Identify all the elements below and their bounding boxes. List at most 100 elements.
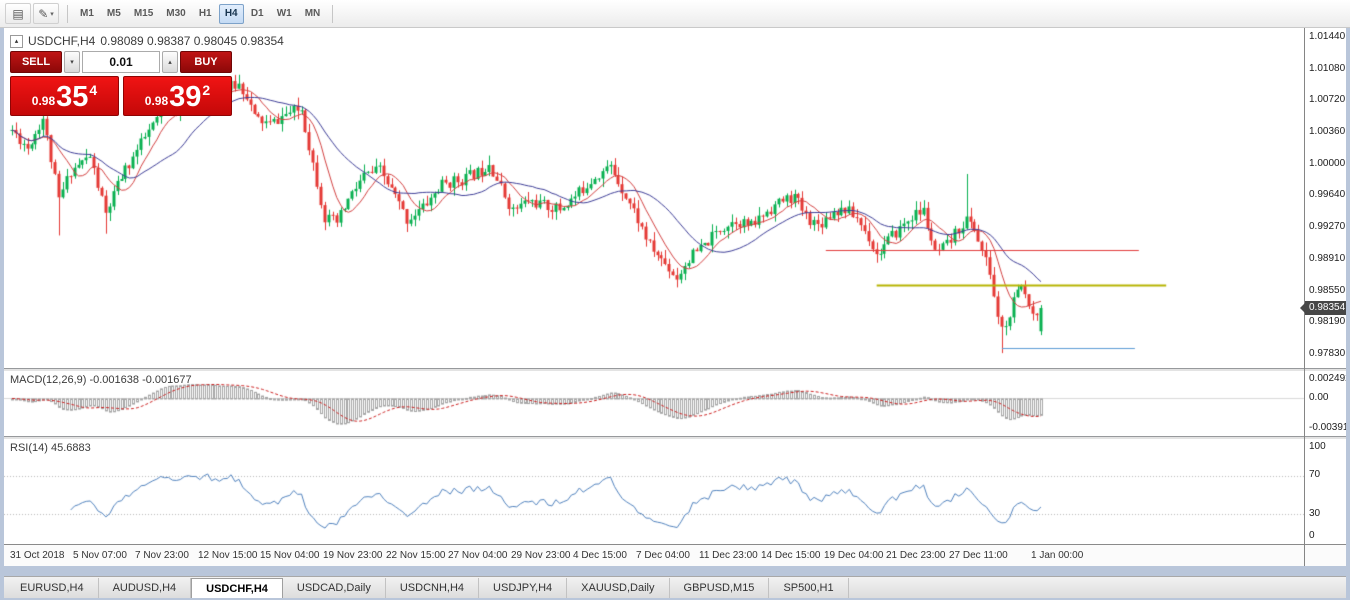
time-axis-label: 7 Dec 04:00 [636,550,690,561]
symbol-tab[interactable]: USDCAD,Daily [283,578,386,598]
price-scale-label: 1.00720 [1309,94,1346,106]
timeframe-label: M30 [166,8,186,19]
timeframe-button[interactable]: H4 [218,3,244,24]
lot-size-input[interactable]: 0.01 [82,51,160,73]
timeframe-button[interactable]: M5 [101,4,127,24]
time-axis-label: 22 Nov 15:00 [386,550,446,561]
time-axis-label: 29 Nov 23:00 [511,550,571,561]
timeframe-button[interactable]: MN [299,4,327,24]
price-scale-label: 0.97830 [1309,347,1346,359]
ask-big-digits: 39 [169,81,202,113]
bid-big-digits: 35 [56,81,89,113]
time-axis-labels: 31 Oct 2018 5 Nov 07:00 7 Nov 23:00 12 N… [4,545,1304,567]
timeframe-label: H4 [224,8,238,19]
macd-scale-label: 0.002492 [1309,373,1346,384]
time-axis-label: 19 Nov 23:00 [323,550,383,561]
timeframe-label: M15 [133,8,154,19]
rsi-scale-label: 100 [1309,441,1326,452]
symbol-tab-label: SP500,H1 [783,582,834,594]
price-scale-label: 1.00000 [1309,157,1346,169]
bid-pip-digit: 4 [89,82,98,98]
collapse-arrow-icon: ▴ [14,37,19,45]
buy-button[interactable]: BUY [180,51,232,73]
timeframe-button[interactable]: M30 [160,4,191,24]
timeframe-button[interactable]: D1 [245,4,270,24]
sell-price-display[interactable]: 0.98 35 4 [10,76,119,116]
rsi-scale[interactable]: 100 70 30 0 [1304,439,1346,544]
price-scale-label: 1.01440 [1309,31,1346,42]
symbol-tab[interactable]: EURUSD,H4 [6,578,99,598]
ask-prefix: 0.98 [144,94,169,108]
symbol-tab[interactable]: USDCHF,H4 [191,578,283,598]
timeframe-label: M5 [106,8,121,19]
timeframe-button[interactable]: M1 [74,4,100,24]
buy-price-display[interactable]: 0.98 39 2 [123,76,232,116]
chevron-up-icon: ▴ [168,59,172,66]
symbol-tab-label: AUDUSD,H4 [112,582,177,594]
time-axis-label: 15 Nov 04:00 [260,550,320,561]
drawing-tools-button[interactable]: ✎ ▾ [33,3,59,24]
timeframe-button[interactable]: M15 [128,4,159,24]
timeframe-label: D1 [250,8,264,19]
symbol-tab[interactable]: XAUUSD,Daily [567,578,670,598]
current-price-tag: 0.98354 [1300,301,1346,315]
macd-scale-label: 0.00 [1309,392,1329,403]
price-scale-label: 0.99270 [1309,221,1346,233]
rsi-canvas[interactable] [4,439,1304,544]
symbol-tab[interactable]: AUDUSD,H4 [99,578,192,598]
price-scale-label: 1.01080 [1309,62,1346,74]
rsi-scale-label: 30 [1309,508,1321,519]
time-axis-label: 11 Dec 23:00 [699,550,758,561]
time-axis-label: 27 Dec 11:00 [949,550,1008,561]
time-axis-label: 5 Nov 07:00 [73,550,127,561]
rsi-label: RSI(14) 45.6883 [10,442,91,454]
macd-scale[interactable]: 0.002492 0.00 -0.003913 [1304,371,1346,436]
chart-area: ▴ USDCHF,H4 0.98089 0.98387 0.98045 0.98… [4,28,1346,566]
lot-increase-button[interactable]: ▴ [162,51,178,73]
trade-prices-row: 0.98 35 4 0.98 39 2 [10,76,232,116]
timeframe-label: H1 [198,8,212,19]
trade-controls-row: SELL ▾ 0.01 ▴ BUY [10,51,232,73]
timeframe-button[interactable]: H1 [193,4,218,24]
toolbar-separator [67,4,68,23]
chart-window-button[interactable]: ▤ [5,3,31,24]
chart-window-icon: ▤ [12,6,24,21]
panel-divider[interactable] [4,436,1346,439]
rsi-scale-label: 0 [1309,530,1315,541]
price-panel: ▴ USDCHF,H4 0.98089 0.98387 0.98045 0.98… [4,28,1346,368]
time-axis-label: 31 Oct 2018 [10,550,65,561]
timeframe-label: MN [304,8,321,19]
timeframe-group: M1 M5 M15 M30 H1 H4 [74,3,327,24]
ask-pip-digit: 2 [202,82,211,98]
macd-scale-label: -0.003913 [1309,422,1346,433]
symbol-tab[interactable]: USDCNH,H4 [386,578,480,598]
timeframe-button[interactable]: W1 [271,4,298,24]
macd-panel: MACD(12,26,9) -0.001638 -0.001677 0.0024… [4,371,1346,436]
sell-button[interactable]: SELL [10,51,62,73]
price-scale-label: 0.98190 [1309,316,1346,328]
symbol-tab[interactable]: USDJPY,H4 [479,578,568,598]
symbol-tab-label: USDCAD,Daily [296,582,371,594]
price-scale-label: 1.00360 [1309,126,1346,138]
time-axis-label: 19 Dec 04:00 [824,550,884,561]
symbol-tab[interactable]: SP500,H1 [769,578,849,598]
lot-decrease-button[interactable]: ▾ [64,51,80,73]
symbol-tab[interactable]: GBPUSD,M15 [670,578,770,598]
macd-canvas[interactable] [4,371,1304,436]
chart-title-row: ▴ USDCHF,H4 0.98089 0.98387 0.98045 0.98… [10,34,284,48]
time-axis[interactable]: 31 Oct 2018 5 Nov 07:00 7 Nov 23:00 12 N… [4,544,1346,566]
price-scale-label: 0.98910 [1309,252,1346,264]
rsi-scale-label: 70 [1309,469,1321,480]
panel-divider[interactable] [4,368,1346,371]
price-scale-divider[interactable] [1304,28,1305,566]
time-axis-label: 12 Nov 15:00 [198,550,258,561]
macd-label: MACD(12,26,9) -0.001638 -0.001677 [10,374,192,386]
one-click-collapse-button[interactable]: ▴ [10,34,23,48]
one-click-trading-panel: SELL ▾ 0.01 ▴ BUY 0.98 35 4 [10,51,232,116]
price-scale[interactable]: 1.01440 1.01080 1.00720 1.00360 1.00000 … [1304,28,1346,368]
time-axis-label: 27 Nov 04:00 [448,550,508,561]
time-axis-label: 14 Dec 15:00 [761,550,821,561]
timeframe-label: M1 [80,8,94,19]
chart-title-ohlc: 0.98089 0.98387 0.98045 0.98354 [100,34,284,48]
